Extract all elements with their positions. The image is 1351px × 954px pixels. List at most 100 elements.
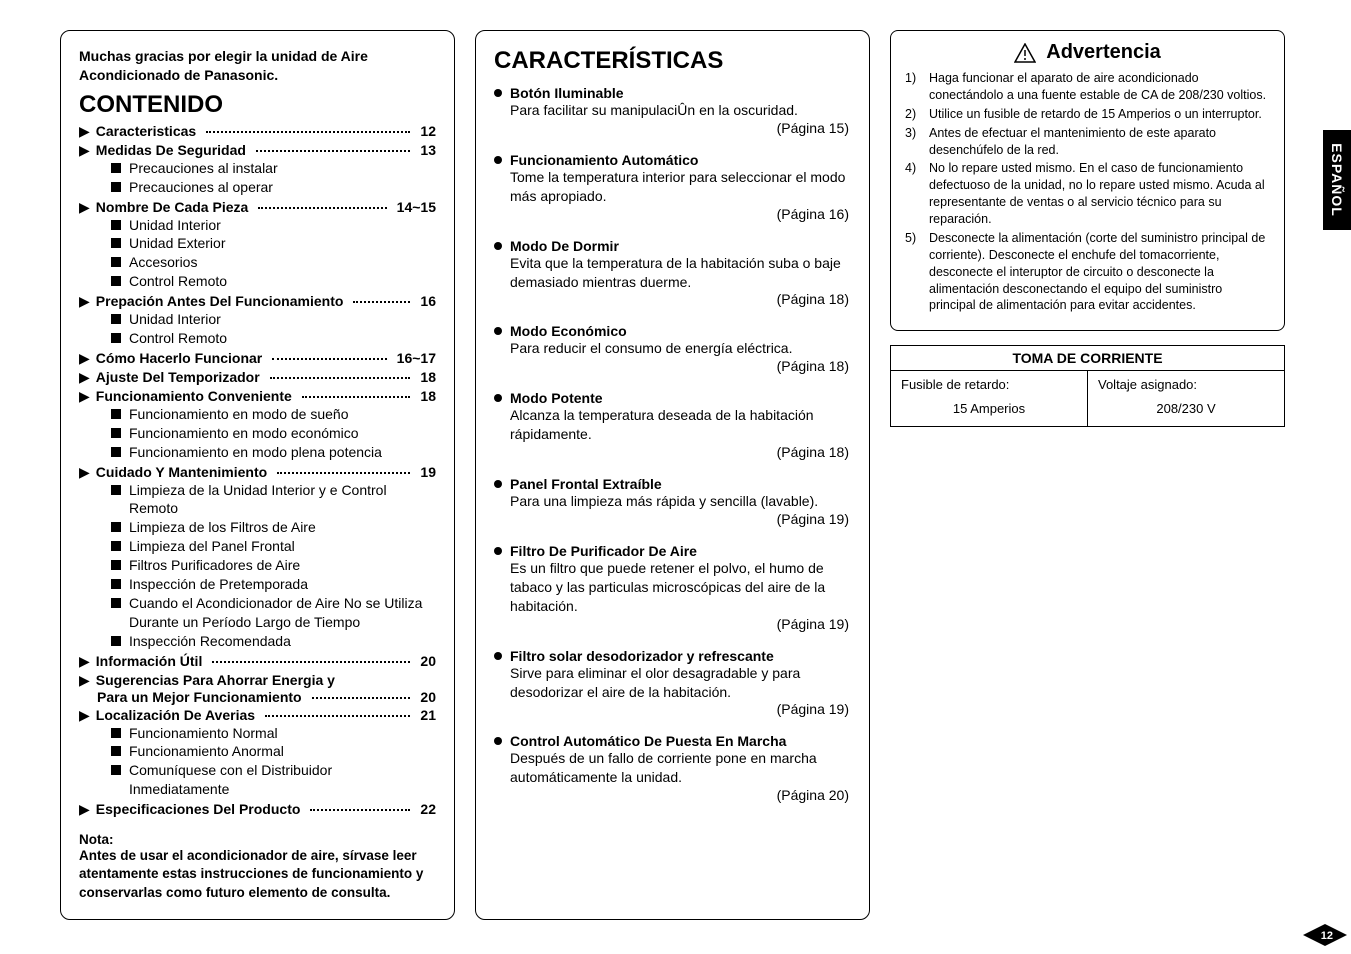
toc-arrow-icon: ▶ — [79, 123, 90, 140]
toc-dots — [272, 358, 386, 360]
warning-box: Advertencia 1)Haga funcionar el aparato … — [890, 30, 1285, 331]
toc-subitem: Funcionamiento en modo de sueño — [79, 405, 436, 424]
note-body: Antes de usar el acondicionador de aire,… — [79, 847, 436, 902]
feature-heading: Botón Iluminable — [494, 85, 851, 101]
warning-item-text: Utilice un fusible de retardo de 15 Ampe… — [929, 106, 1270, 123]
toc-dots — [265, 715, 410, 717]
thanks-text: Muchas gracias por elegir la unidad de A… — [79, 47, 436, 85]
toc-subitem: Unidad Interior — [79, 216, 436, 235]
note-block: Nota: Antes de usar el acondicionador de… — [79, 832, 436, 902]
toc-subitem-label: Funcionamiento Normal — [129, 724, 278, 743]
bullet-icon — [494, 547, 502, 555]
toc-section: ▶Cómo Hacerlo Funcionar16~17 — [79, 350, 436, 367]
toc-arrow-icon: ▶ — [79, 350, 90, 367]
toc-section-label: Para un Mejor Funcionamiento — [97, 689, 302, 705]
toc-section: ▶Prepación Antes Del Funcionamiento16 — [79, 293, 436, 310]
toc-arrow-icon: ▶ — [79, 388, 90, 405]
warning-column: Advertencia 1)Haga funcionar el aparato … — [890, 30, 1285, 920]
toc-bullet-icon — [111, 447, 121, 457]
toc-bullet-icon — [111, 765, 121, 775]
toc-arrow-icon: ▶ — [79, 707, 90, 724]
features-title: CARACTERÍSTICAS — [494, 47, 851, 75]
toc-subitem: Unidad Exterior — [79, 234, 436, 253]
warning-list: 1)Haga funcionar el aparato de aire acon… — [905, 70, 1270, 314]
feature-page-ref: (Página 18) — [494, 444, 851, 460]
toc-subitem-label: Accesorios — [129, 253, 197, 272]
warning-title-row: Advertencia — [905, 41, 1270, 64]
feature-description: Para reducir el consumo de energía eléct… — [494, 339, 851, 358]
warning-item-text: No lo repare usted mismo. En el caso de … — [929, 160, 1270, 228]
language-tab-label: ESPAÑOL — [1329, 143, 1345, 217]
toc-bullet-icon — [111, 276, 121, 286]
outlet-table-row: Fusible de retardo: 15 Amperios Voltaje … — [891, 371, 1284, 426]
toc-subitem: Cuando el Acondicionador de Aire No se U… — [79, 594, 436, 632]
thanks-line1: Muchas gracias por elegir la unidad de A… — [79, 48, 368, 64]
toc-bullet-icon — [111, 163, 121, 173]
feature-item: Botón IluminablePara facilitar su manipu… — [494, 85, 851, 136]
toc-bullet-icon — [111, 428, 121, 438]
toc-subitem-label: Limpieza del Panel Frontal — [129, 537, 295, 556]
toc-bullet-icon — [111, 182, 121, 192]
feature-item: Panel Frontal ExtraíblePara una limpieza… — [494, 476, 851, 527]
warning-item-number: 2) — [905, 106, 923, 123]
feature-page-ref: (Página 19) — [494, 616, 851, 632]
toc-arrow-icon: ▶ — [79, 801, 90, 818]
toc-bullet-icon — [111, 220, 121, 230]
warning-item-number: 5) — [905, 230, 923, 314]
warning-item-number: 3) — [905, 125, 923, 159]
toc-subitem-label: Funcionamiento en modo de sueño — [129, 405, 348, 424]
toc-subitem-label: Inspección de Pretemporada — [129, 575, 308, 594]
toc-section-label: Caracteristicas — [96, 123, 196, 139]
toc-section-page: 16 — [420, 293, 436, 309]
toc-bullet-icon — [111, 746, 121, 756]
toc-bullet-icon — [111, 560, 121, 570]
feature-title: Modo Económico — [510, 323, 627, 339]
feature-heading: Modo De Dormir — [494, 238, 851, 254]
toc-subitem-label: Inspección Recomendada — [129, 632, 291, 651]
feature-description: Alcanza la temperatura deseada de la hab… — [494, 406, 851, 444]
toc-arrow-icon: ▶ — [79, 142, 90, 159]
toc-subitem: Inspección de Pretemporada — [79, 575, 436, 594]
warning-item: 5)Desconecte la alimentación (corte del … — [905, 230, 1270, 314]
feature-page-ref: (Página 19) — [494, 511, 851, 527]
feature-title: Modo De Dormir — [510, 238, 619, 254]
toc-section-page: 22 — [420, 801, 436, 817]
toc-section-label: Localización De Averias — [96, 707, 255, 723]
feature-description: Evita que la temperatura de la habitació… — [494, 254, 851, 292]
toc-subitem-label: Control Remoto — [129, 329, 227, 348]
toc-section: ▶Especificaciones Del Producto22 — [79, 801, 436, 818]
feature-heading: Modo Potente — [494, 390, 851, 406]
toc-bullet-icon — [111, 333, 121, 343]
feature-item: Modo De DormirEvita que la temperatura d… — [494, 238, 851, 308]
toc-section-label: Sugerencias Para Ahorrar Energia y — [96, 672, 335, 689]
warning-title: Advertencia — [1046, 41, 1161, 64]
toc-subitem: Limpieza del Panel Frontal — [79, 537, 436, 556]
note-heading: Nota: — [79, 832, 436, 847]
toc-section-page: 16~17 — [397, 350, 436, 366]
toc-dots — [256, 150, 410, 152]
toc-subitem: Precauciones al instalar — [79, 159, 436, 178]
toc-section-page: 20 — [420, 653, 436, 669]
toc-bullet-icon — [111, 522, 121, 532]
bullet-icon — [494, 156, 502, 164]
toc-section-label: Ajuste Del Temporizador — [96, 369, 260, 385]
outlet-fuse-value: 15 Amperios — [901, 401, 1077, 416]
toc-section: ▶Ajuste Del Temporizador18 — [79, 369, 436, 386]
feature-heading: Panel Frontal Extraíble — [494, 476, 851, 492]
language-tab: ESPAÑOL — [1323, 130, 1351, 230]
toc-bullet-icon — [111, 541, 121, 551]
feature-description: Después de un fallo de corriente pone en… — [494, 749, 851, 787]
warning-item-text: Desconecte la alimentación (corte del su… — [929, 230, 1270, 314]
feature-page-ref: (Página 20) — [494, 787, 851, 803]
toc-subitem-label: Precauciones al operar — [129, 178, 273, 197]
toc-section-page: 18 — [420, 369, 436, 385]
page-number: 12 — [1321, 930, 1333, 942]
toc-subitem-label: Cuando el Acondicionador de Aire No se U… — [129, 594, 436, 632]
toc-subitem: Funcionamiento en modo económico — [79, 424, 436, 443]
feature-heading: Funcionamiento Automático — [494, 152, 851, 168]
toc-section: ▶Nombre De Cada Pieza14~15 — [79, 199, 436, 216]
toc-bullet-icon — [111, 485, 121, 495]
toc-section: ▶Funcionamiento Conveniente18 — [79, 388, 436, 405]
toc-subitem-label: Limpieza de la Unidad Interior y e Contr… — [129, 481, 436, 519]
outlet-fuse-label: Fusible de retardo: — [901, 377, 1009, 392]
